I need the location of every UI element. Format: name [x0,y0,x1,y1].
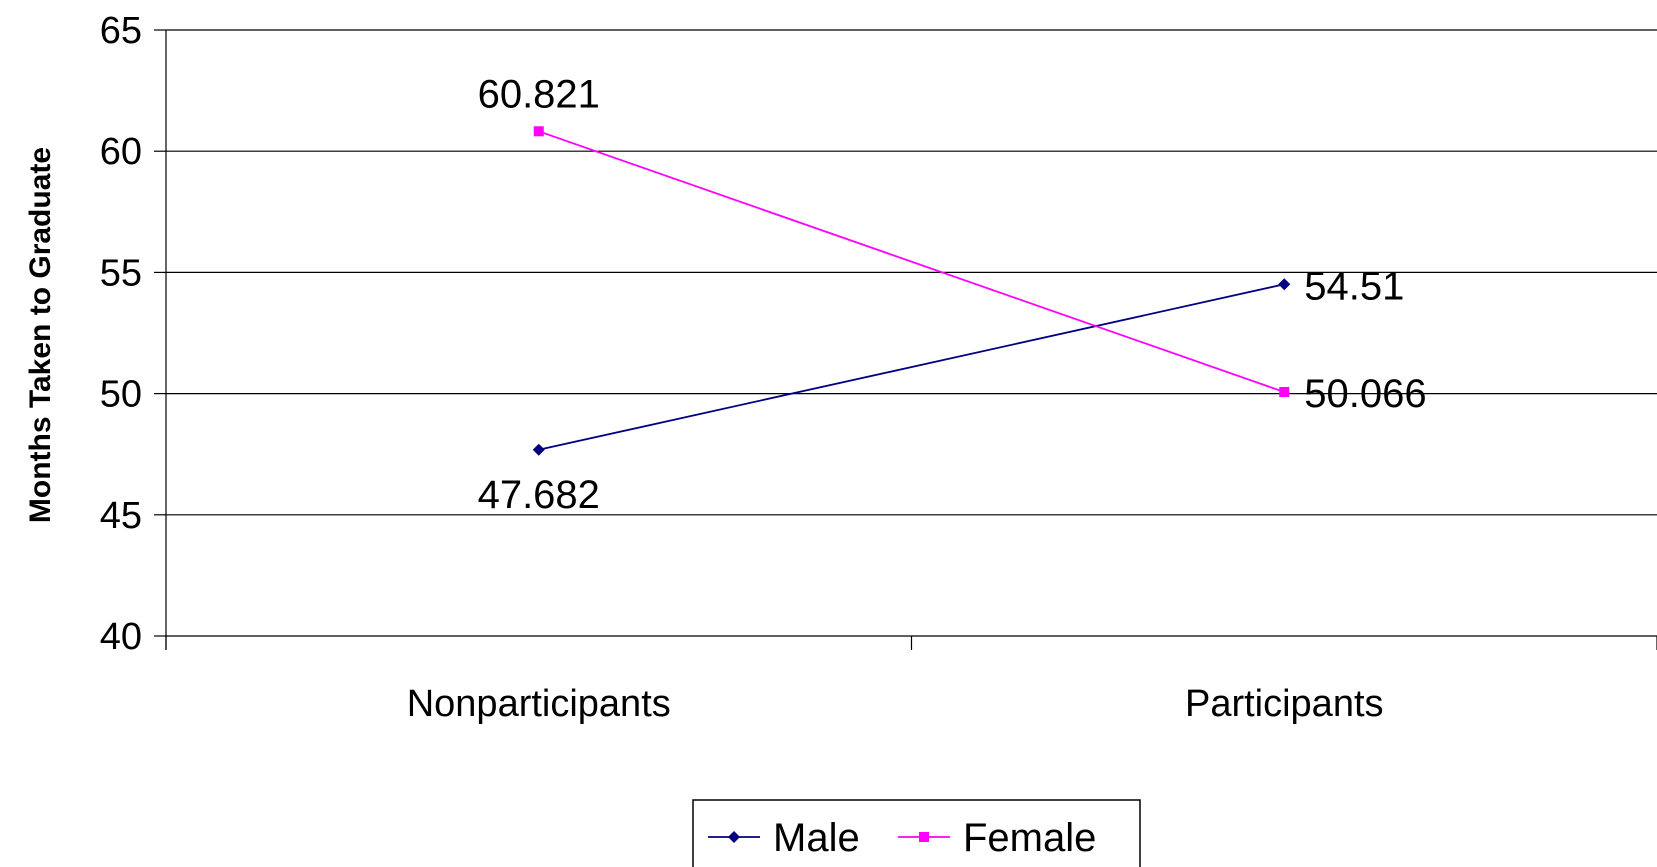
data-label: 60.821 [478,72,600,116]
square-marker [919,832,929,842]
series-line-female [538,130,1285,393]
series-lines [532,126,1291,456]
x-tick-label: Participants [1185,683,1384,725]
y-tick-label: 45 [100,495,142,537]
square-marker [533,126,544,137]
y-tick-label: 50 [100,374,142,416]
data-label: 50.066 [1304,372,1426,416]
x-tick-label: Nonparticipants [407,683,671,725]
series-line-male [538,283,1285,451]
data-labels: 47.682 54.51 60.821 50.066 [478,72,1427,516]
legend-box [692,799,1141,867]
data-label: 47.682 [478,473,600,517]
y-tick-label: 55 [100,252,142,294]
legend-label-female: Female [963,816,1096,860]
legend-label-male: Male [773,816,860,860]
x-axis-ticks: Nonparticipants Participants [165,636,1657,725]
diamond-marker [728,831,740,843]
diamond-marker [1278,278,1291,291]
data-label: 54.51 [1304,264,1404,308]
y-tick-label: 40 [100,616,142,658]
y-axis-label: Months Taken to Graduate [24,147,57,523]
square-marker [1279,387,1290,398]
y-tick-label: 65 [100,10,142,52]
gridlines [166,29,1657,637]
diamond-marker [532,443,545,456]
legend: Male Female [692,799,1141,867]
y-tick-label: 60 [100,131,142,173]
y-axis-ticks: 40 45 50 55 60 65 [100,10,166,658]
